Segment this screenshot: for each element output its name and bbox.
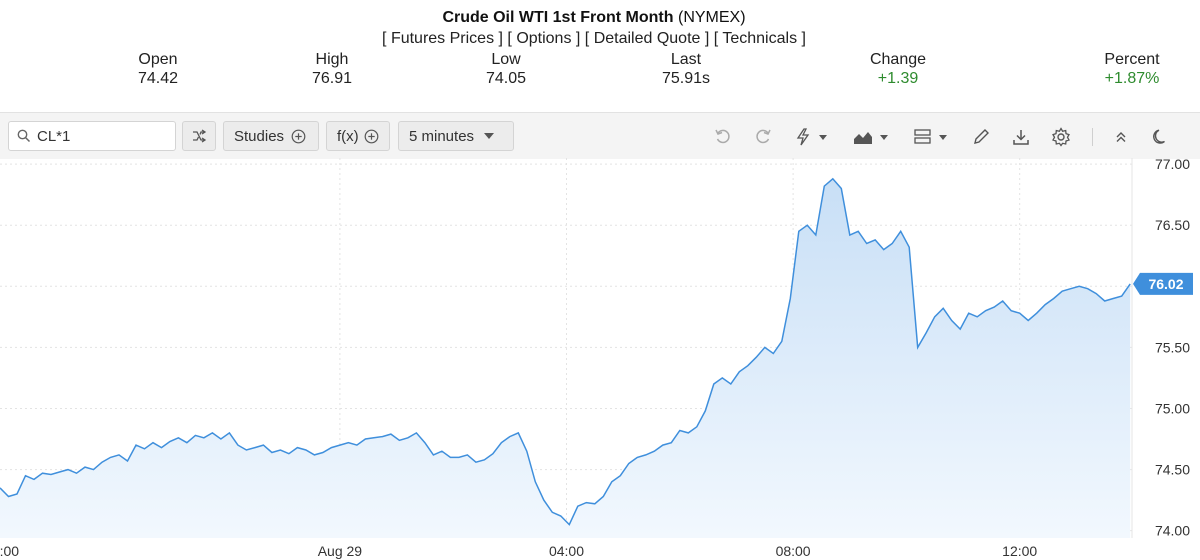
x-tick-label: 08:00: [776, 543, 811, 559]
fx-button[interactable]: f(x): [326, 121, 390, 151]
stat-last-label: Last: [670, 51, 702, 68]
templates-icon[interactable]: [912, 126, 952, 148]
stat-high: High 76.91: [292, 51, 372, 88]
interval-label: 5 minutes: [409, 127, 475, 145]
pencil-icon[interactable]: [970, 126, 992, 148]
futures-prices-link[interactable]: Futures Prices: [390, 30, 495, 47]
y-tick-label: 75.50: [1155, 339, 1190, 355]
plus-circle-icon: [291, 129, 306, 144]
detailed-quote-link[interactable]: Detailed Quote: [593, 30, 701, 47]
chevron-down-icon: [484, 132, 495, 140]
stat-change: Change +1.39: [858, 51, 938, 88]
lightning-icon[interactable]: [792, 126, 832, 148]
price-line: [0, 177, 1131, 526]
stat-open-value: 74.42: [137, 70, 179, 87]
x-tick-label: 04:00: [549, 543, 584, 559]
stat-change-value: +1.39: [877, 70, 919, 87]
compare-icon: [191, 128, 207, 144]
stat-change-label: Change: [869, 51, 927, 68]
symbol-search-field[interactable]: CL*1: [8, 121, 176, 151]
stat-percent: Percent +1.87%: [1092, 51, 1172, 88]
collapse-icon[interactable]: [1110, 126, 1132, 148]
stat-low-value: 74.05: [485, 70, 527, 87]
technicals-link[interactable]: Technicals: [722, 30, 798, 47]
stat-percent-label: Percent: [1104, 51, 1160, 68]
studies-label: Studies: [234, 127, 285, 145]
quote-links: [ Futures Prices ] [ Options ] [ Detaile…: [382, 30, 806, 47]
y-tick-label: 74.50: [1155, 462, 1190, 478]
x-tick-label: 12:00: [1002, 543, 1037, 559]
symbol-input[interactable]: CL*1: [37, 127, 71, 145]
gear-icon[interactable]: [1050, 126, 1072, 148]
toolbar-divider: [1092, 128, 1093, 146]
chart-toolbar: CL*1 Studies f(x) 5 minutes: [0, 112, 1200, 159]
y-tick-label: 76.50: [1155, 217, 1190, 233]
moon-icon[interactable]: [1150, 126, 1172, 148]
area-chart-icon[interactable]: [852, 126, 892, 148]
plus-circle-icon: [364, 129, 379, 144]
y-tick-label: 74.00: [1155, 523, 1190, 539]
search-icon: [17, 129, 31, 143]
stat-percent-value: +1.87%: [1104, 70, 1160, 87]
stat-last-value: 75.91s: [661, 70, 711, 87]
stat-high-value: 76.91: [311, 70, 353, 87]
y-tick-label: 77.00: [1155, 158, 1190, 172]
last-price-tag: 76.02: [1133, 272, 1193, 295]
fx-label: f(x): [337, 127, 359, 145]
stat-low: Low 74.05: [466, 51, 546, 88]
interval-select[interactable]: 5 minutes: [398, 121, 514, 151]
x-tick-label: Aug 29: [318, 543, 363, 559]
stat-open-label: Open: [138, 51, 178, 68]
instrument-name: Crude Oil WTI 1st Front Month: [442, 9, 674, 26]
quote-header: Crude Oil WTI 1st Front Month (NYMEX) [ …: [0, 0, 1200, 112]
studies-button[interactable]: Studies: [223, 121, 319, 151]
compare-button[interactable]: [182, 121, 216, 151]
y-tick-label: 75.00: [1155, 400, 1190, 416]
stat-last: Last 75.91s: [646, 51, 726, 88]
download-icon[interactable]: [1010, 126, 1032, 148]
chart-title: Crude Oil WTI 1st Front Month (NYMEX): [0, 9, 1188, 27]
price-area-fill: [0, 178, 1131, 539]
last-price-label: 76.02: [1148, 276, 1183, 292]
undo-icon[interactable]: [712, 126, 734, 148]
options-link[interactable]: Options: [516, 30, 572, 47]
stat-open: Open 74.42: [118, 51, 198, 88]
exchange-name: (NYMEX): [677, 9, 746, 26]
redo-icon[interactable]: [752, 126, 774, 148]
stat-high-label: High: [315, 51, 349, 68]
stat-low-label: Low: [491, 51, 521, 68]
x-tick-label: 20:00: [0, 543, 19, 559]
